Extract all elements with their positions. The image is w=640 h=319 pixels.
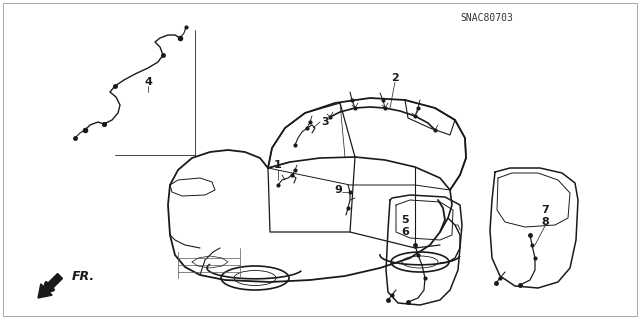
Text: 9: 9 [334, 185, 342, 195]
Text: FR.: FR. [72, 270, 95, 283]
Text: 2: 2 [391, 73, 399, 83]
Text: 4: 4 [144, 77, 152, 87]
Text: 7: 7 [541, 205, 549, 215]
Text: 3: 3 [321, 117, 329, 127]
Text: 8: 8 [541, 217, 549, 227]
Text: SNAC80703: SNAC80703 [460, 12, 513, 23]
Text: 6: 6 [401, 227, 409, 237]
Text: 1: 1 [274, 160, 282, 170]
FancyArrow shape [38, 273, 63, 298]
Text: 5: 5 [401, 215, 409, 225]
